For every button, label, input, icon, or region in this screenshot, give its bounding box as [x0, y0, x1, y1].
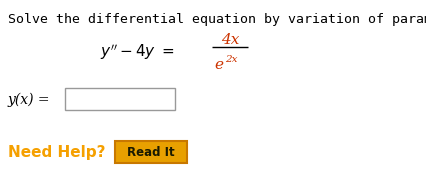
Text: Need Help?: Need Help? — [8, 145, 106, 161]
FancyBboxPatch shape — [65, 88, 175, 110]
Text: Read It: Read It — [127, 147, 175, 159]
Text: 2x: 2x — [225, 55, 238, 64]
Text: Solve the differential equation by variation of parameters.: Solve the differential equation by varia… — [8, 13, 426, 26]
Text: $y'' - 4y\ =$: $y'' - 4y\ =$ — [100, 42, 175, 62]
Text: e: e — [214, 58, 223, 72]
FancyBboxPatch shape — [115, 141, 187, 163]
Text: 4x: 4x — [221, 33, 239, 47]
Text: y(x) =: y(x) = — [8, 93, 51, 107]
